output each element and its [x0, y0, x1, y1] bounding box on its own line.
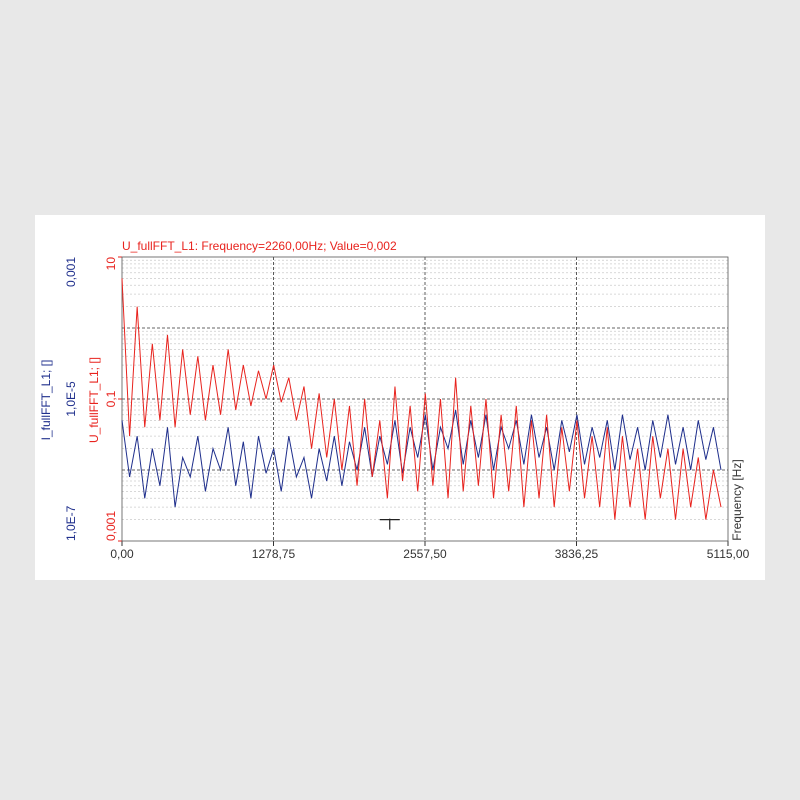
y2-tick-label: 1,0E-5 — [64, 381, 78, 417]
x-tick-label: 3836,25 — [555, 547, 599, 561]
y2-axis-label: I_fullFFT_L1; [] — [39, 360, 53, 441]
y-tick-label: 0,001 — [104, 511, 118, 541]
y-tick-label: 0,1 — [104, 390, 118, 407]
annotation: U_fullFFT_L1: Frequency=2260,00Hz; Value… — [122, 239, 397, 253]
panel — [35, 215, 765, 580]
x-tick-label: 5115,00 — [707, 547, 750, 561]
y2-tick-label: 0,001 — [64, 257, 78, 287]
x-axis-label: Frequency [Hz] — [730, 459, 744, 540]
plot-frame — [121, 256, 729, 542]
cursor — [379, 518, 400, 530]
x-tick-label: 1278,75 — [252, 547, 296, 561]
y-tick-label: 10 — [104, 257, 118, 271]
x-tick-label: 2557,50 — [403, 547, 447, 561]
y2-tick-label: 1,0E-7 — [64, 505, 78, 541]
y-axis-label: U_fullFFT_L1; [] — [87, 357, 101, 443]
series-line — [121, 278, 722, 520]
x-tick-label: 0,00 — [110, 547, 134, 561]
